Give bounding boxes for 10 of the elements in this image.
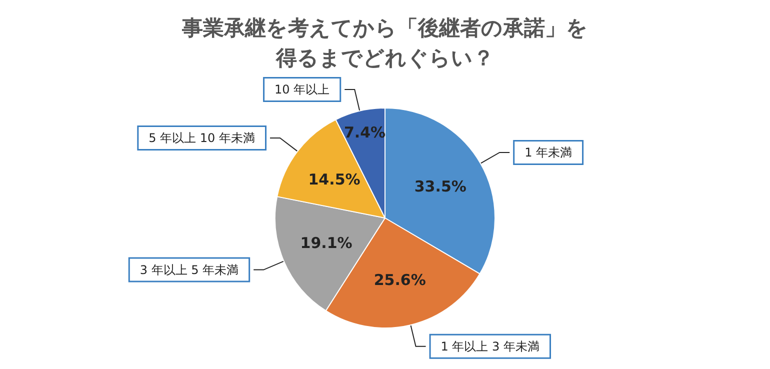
slice-label: 1 年未満	[524, 145, 572, 160]
slice-label: 10 年以上	[274, 82, 330, 97]
data-label: 14.5%	[308, 170, 360, 188]
slice-label: 5 年以上 10 年未満	[148, 130, 256, 145]
slice-label: 3 年以上 5 年未満	[140, 262, 239, 277]
chart-title: 事業承継を考えてから「後継者の承諾」を得るまでどれぐらい？	[181, 16, 588, 70]
data-label: 25.6%	[374, 271, 426, 290]
data-label: 19.1%	[300, 234, 352, 252]
slice-label: 1 年以上 3 年未満	[440, 339, 540, 354]
data-label: 33.5%	[414, 177, 466, 196]
